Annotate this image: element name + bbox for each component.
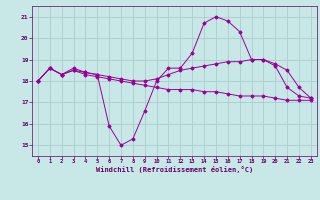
X-axis label: Windchill (Refroidissement éolien,°C): Windchill (Refroidissement éolien,°C): [96, 166, 253, 173]
